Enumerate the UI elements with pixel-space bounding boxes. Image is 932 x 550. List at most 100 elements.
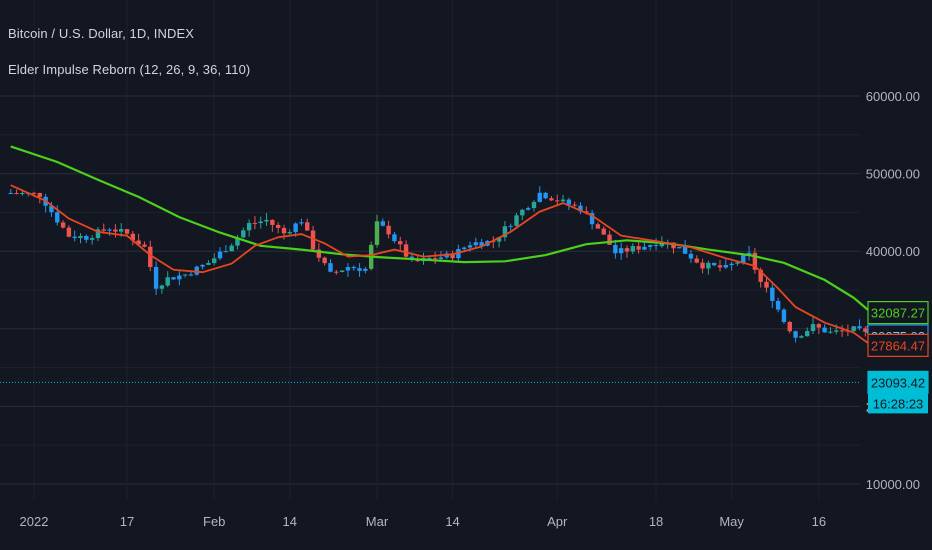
candle-body — [252, 222, 258, 224]
candle-body — [671, 242, 676, 249]
candle-body — [229, 245, 234, 252]
x-tick-label: Apr — [547, 514, 568, 529]
candle-body — [601, 228, 606, 235]
candle-body — [839, 330, 845, 332]
ema-fast-line — [10, 184, 872, 347]
candle-body — [438, 257, 444, 259]
candle-body — [55, 212, 60, 223]
indicator-title[interactable]: Elder Impulse Reborn (12, 26, 9, 36, 110… — [8, 62, 251, 77]
candle-body — [212, 258, 217, 263]
price-label-text: 23093.42 — [871, 375, 925, 390]
candle-body — [386, 225, 391, 235]
candle-body — [66, 227, 72, 237]
candle-body — [514, 215, 519, 226]
symbol-title: Bitcoin / U.S. Dollar, 1D, INDEX — [8, 26, 194, 41]
chart-grid — [0, 0, 860, 500]
candle-body — [636, 246, 641, 250]
candle-body — [723, 265, 729, 268]
candle-body — [113, 229, 118, 232]
candle-body — [834, 330, 839, 332]
candle-body — [84, 235, 89, 240]
candle-body — [136, 240, 141, 245]
candle-body — [525, 208, 531, 210]
candle-body — [764, 281, 769, 288]
candle-body — [8, 193, 13, 194]
candle-body — [357, 268, 362, 271]
candle-body — [653, 245, 659, 247]
candle-body — [275, 224, 281, 228]
x-tick-label: 2022 — [20, 514, 49, 529]
candle-body — [549, 198, 554, 201]
candle-body — [775, 300, 781, 310]
candle-body — [741, 255, 746, 263]
candle-body — [711, 262, 717, 266]
candle-body — [648, 245, 653, 247]
y-tick-label: 50000.00 — [866, 167, 920, 182]
candle-body — [555, 200, 560, 202]
x-tick-label: 18 — [649, 514, 663, 529]
candle-body — [142, 244, 147, 247]
candle-body — [758, 269, 763, 282]
candle-body — [828, 331, 833, 333]
candle-body — [735, 262, 740, 264]
candle-body — [322, 257, 327, 264]
candle-body — [287, 232, 292, 234]
candle-body — [171, 277, 176, 280]
candle-body — [566, 199, 572, 205]
candle-body — [432, 258, 438, 260]
candle-body — [258, 221, 263, 224]
price-label-text: 27864.47 — [871, 338, 925, 353]
candle-body — [624, 248, 630, 252]
x-tick-label: 17 — [120, 514, 134, 529]
candle-body — [467, 245, 473, 248]
candle-body — [717, 265, 723, 268]
y-tick-label: 40000.00 — [866, 244, 920, 259]
candle-body — [799, 336, 804, 338]
candle-body — [520, 209, 525, 216]
candle-body — [793, 331, 798, 338]
candle-body — [688, 253, 694, 259]
candle-body — [20, 192, 25, 194]
x-tick-label: 14 — [283, 514, 297, 529]
candle-body — [479, 242, 484, 246]
candle-body — [677, 247, 682, 249]
x-tick-label: May — [719, 514, 744, 529]
candle-body — [89, 238, 95, 240]
candle-body — [618, 248, 624, 254]
candle-body — [334, 271, 339, 273]
candle-body — [310, 230, 316, 250]
candle-body — [49, 205, 54, 213]
candle-body — [223, 251, 229, 253]
candle-body — [37, 193, 43, 197]
candle-body — [822, 327, 827, 333]
candle-body — [78, 235, 83, 239]
candle-body — [363, 268, 368, 271]
candle-body — [241, 230, 246, 238]
candle-body — [72, 236, 77, 239]
x-tick-label: 14 — [445, 514, 459, 529]
candle-body — [293, 223, 298, 233]
candle-body — [119, 229, 124, 232]
candle-body — [496, 237, 502, 242]
ema-slow-line — [10, 145, 872, 314]
x-tick-label: 16 — [812, 514, 826, 529]
candle-body — [706, 262, 711, 269]
candle-body — [235, 237, 240, 246]
candle-body — [589, 213, 595, 225]
candle-body — [781, 309, 787, 323]
candle-body — [450, 253, 455, 259]
candle-body — [403, 244, 409, 257]
candle-body — [851, 326, 856, 332]
time-axis[interactable]: 2022 17 Feb 14 Mar 14 Apr 18 May 16 — [20, 514, 827, 529]
countdown-text: 16:28:23 — [873, 396, 924, 411]
candle-body — [200, 264, 205, 267]
candle-body — [502, 226, 508, 238]
candle-body — [188, 274, 194, 276]
candle-body — [153, 267, 159, 289]
candle-body — [537, 192, 542, 202]
candle-body — [427, 257, 432, 259]
candle-body — [543, 192, 548, 199]
